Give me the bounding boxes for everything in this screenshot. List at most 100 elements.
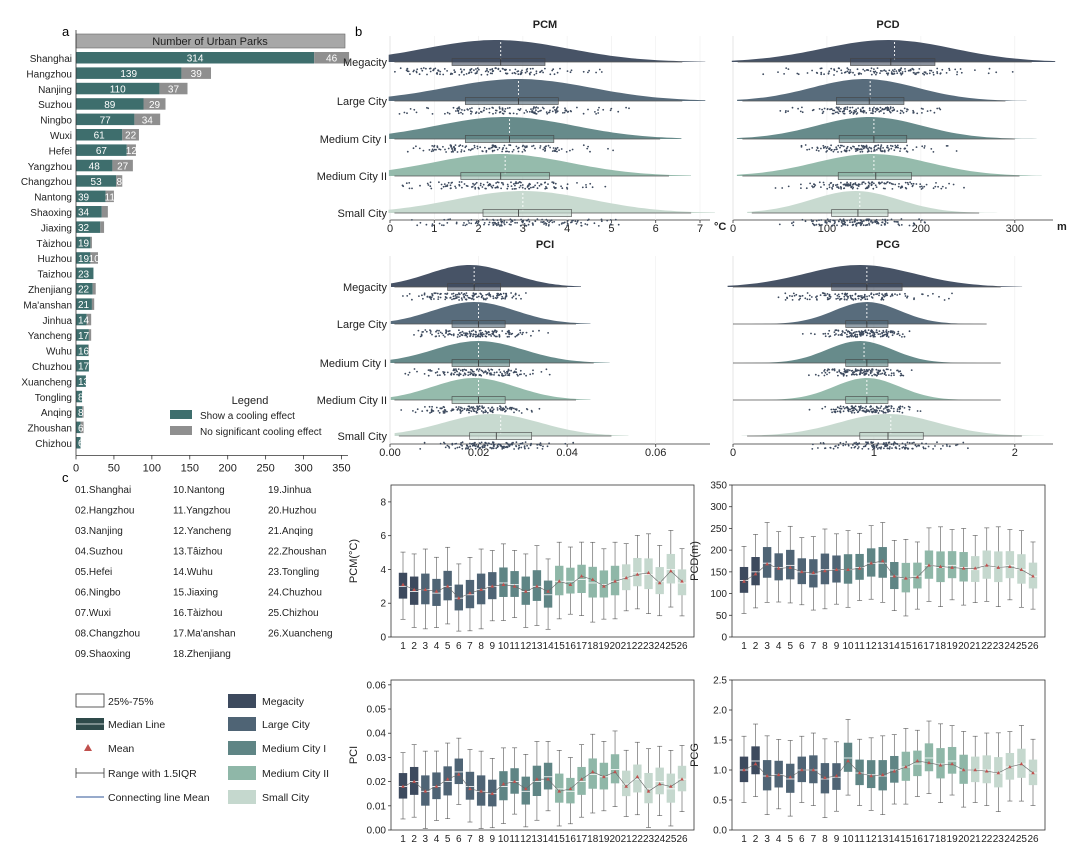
rain-point (883, 182, 886, 185)
rain-point (837, 108, 840, 111)
rain-point (565, 151, 568, 153)
rain-point (476, 222, 479, 225)
x-tick-label: 4 (776, 641, 782, 652)
rain-point (451, 442, 454, 445)
rain-point (834, 111, 837, 114)
rain-point (909, 181, 911, 184)
mean-marker (811, 768, 816, 772)
rain-point (867, 185, 870, 188)
x-tick-label: 19 (598, 641, 610, 652)
rain-point (856, 68, 859, 71)
rain-point (417, 329, 420, 332)
rain-point (887, 72, 890, 75)
rain-point (488, 294, 490, 297)
rain-point (943, 299, 946, 301)
rain-point (532, 330, 534, 333)
legend-swatch-no-cooling (170, 426, 192, 435)
rain-point (483, 406, 485, 409)
rain-point (600, 71, 603, 73)
rain-point (762, 73, 765, 76)
rain-point (831, 112, 834, 115)
rain-point (464, 369, 467, 371)
bar-cooling (76, 406, 83, 418)
rain-point (896, 442, 898, 445)
rain-point (872, 445, 875, 447)
rain-point (587, 145, 589, 148)
rain-point (827, 332, 830, 335)
bar-cooling (76, 236, 91, 249)
rain-point (854, 333, 857, 336)
rain-point (450, 333, 453, 336)
rain-point (434, 292, 437, 295)
rain-point (442, 224, 445, 227)
rain-point (904, 444, 907, 447)
rain-point (426, 73, 428, 76)
rain-point (439, 374, 441, 376)
rain-point (548, 442, 550, 445)
rain-point (438, 222, 441, 225)
rain-point (489, 446, 492, 449)
rain-point (548, 221, 550, 224)
y-tick-label: 250 (710, 524, 727, 535)
rain-point (607, 147, 609, 150)
y-tick-label: 2.5 (713, 676, 727, 687)
rain-point (912, 68, 915, 71)
x-tick-label: 8 (822, 641, 828, 652)
rain-point (810, 219, 813, 221)
rain-point (460, 297, 463, 300)
rain-point (861, 183, 863, 185)
rain-point (867, 409, 870, 412)
rain-point (433, 298, 435, 300)
mean-marker (602, 584, 606, 588)
rain-point (857, 297, 860, 300)
rain-point (841, 222, 844, 225)
rain-point (851, 369, 854, 372)
rain-point (778, 223, 781, 226)
rain-point (822, 144, 825, 147)
rain-point (846, 108, 849, 111)
rain-point (567, 110, 570, 113)
rain-point (861, 447, 864, 450)
rain-point (821, 372, 823, 374)
rain-point (450, 409, 453, 412)
city-index-label: 21.Anqing (268, 526, 313, 537)
rain-point (842, 220, 844, 223)
rain-point (544, 222, 547, 224)
rain-point (510, 369, 512, 372)
rain-point (865, 224, 868, 226)
rain-point (902, 374, 905, 377)
rain-point (895, 220, 897, 223)
x-tick-label: 14 (543, 641, 555, 652)
rain-point (899, 370, 902, 373)
rain-point (468, 148, 470, 151)
rain-point (862, 410, 865, 412)
city-index-label: 15.Jiaxing (173, 588, 218, 599)
bar-value-label: 23 (78, 269, 90, 280)
rain-point (855, 373, 858, 376)
rain-point (475, 443, 478, 446)
rain-point (530, 108, 532, 110)
rain-point (891, 72, 893, 75)
rain-point (811, 69, 813, 72)
rain-point (518, 410, 521, 412)
rain-point (485, 371, 487, 373)
rain-point (860, 332, 863, 335)
rain-point (546, 445, 549, 448)
rain-point (429, 370, 432, 372)
rain-point (490, 373, 493, 376)
rain-point (921, 187, 924, 189)
rain-point (570, 221, 573, 224)
bar-no-cooling (90, 252, 98, 264)
rain-point (457, 112, 460, 115)
rain-point (872, 187, 875, 190)
rain-point (859, 295, 862, 297)
rain-point (528, 110, 531, 113)
rain-point (416, 68, 419, 71)
density-curve (389, 117, 682, 139)
rain-point (891, 334, 894, 337)
rain-point (487, 70, 490, 73)
rain-point (408, 182, 411, 184)
rain-point (862, 224, 865, 227)
rain-point (431, 223, 434, 226)
rain-point (544, 187, 547, 190)
